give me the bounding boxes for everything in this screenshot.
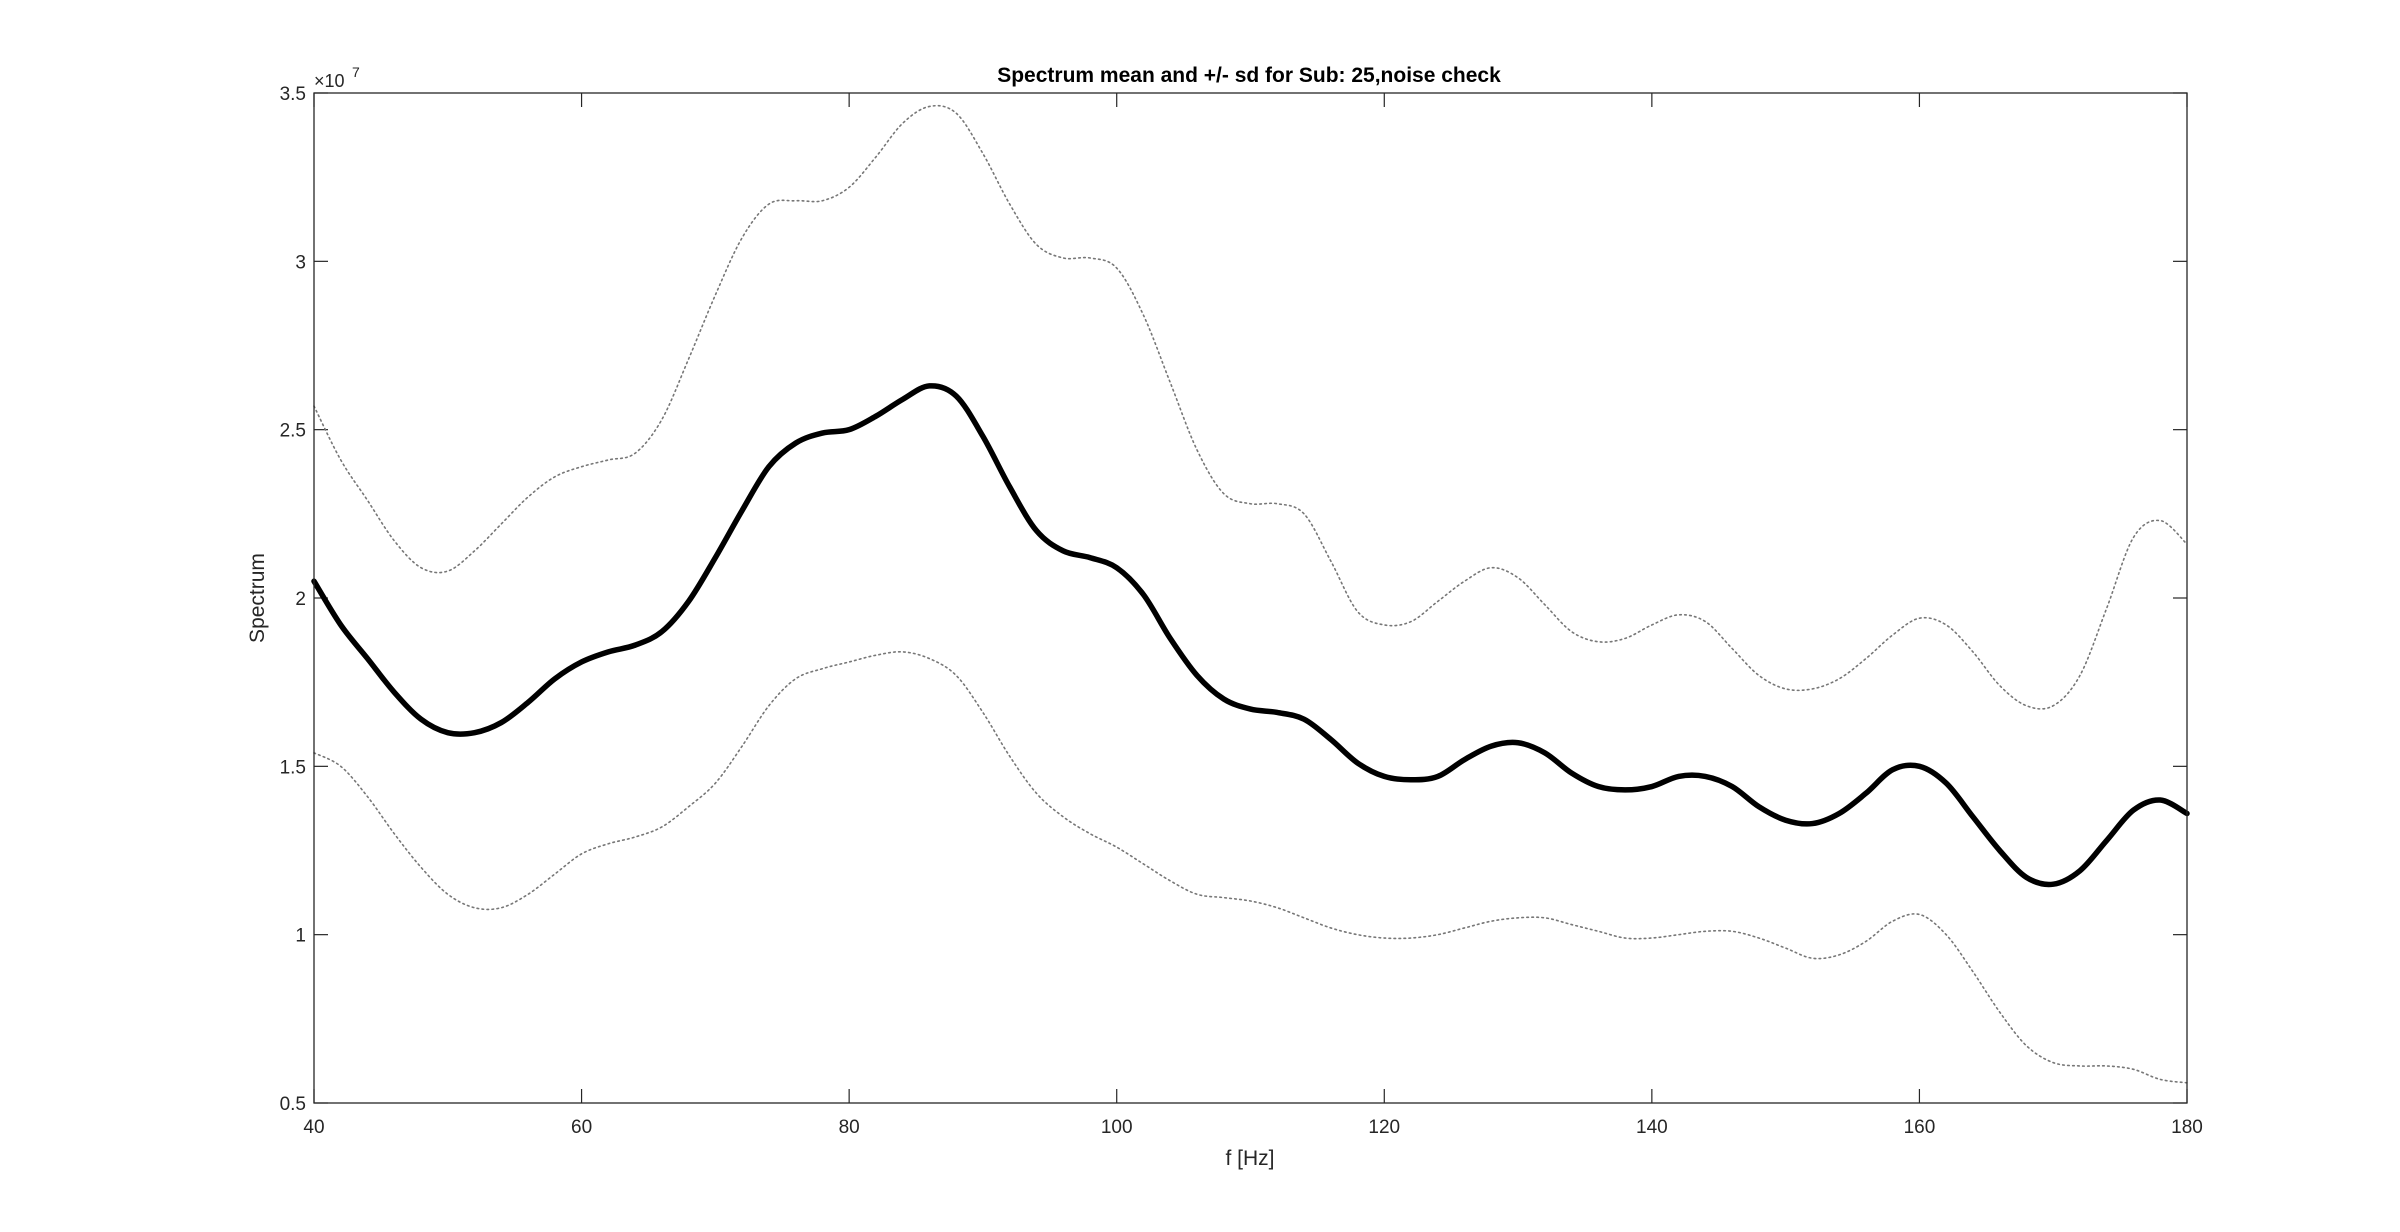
x-tick-label: 160 — [1904, 1117, 1936, 1138]
x-tick-label: 180 — [2171, 1117, 2203, 1138]
y-exponent-base: ×10 — [314, 71, 345, 91]
x-tick-label: 80 — [839, 1117, 860, 1138]
series-lower-sd-line — [313, 650, 2188, 1084]
y-tick-label: 1 — [295, 926, 306, 947]
chart-title: Spectrum mean and +/- sd for Sub: 25,noi… — [997, 64, 1501, 87]
y-exponent-power: 7 — [352, 64, 360, 80]
y-tick-label: 1.5 — [280, 757, 306, 778]
x-axis-label: f [Hz] — [1225, 1147, 1274, 1170]
series-mean-line — [311, 383, 2190, 888]
series-upper-sd-line — [313, 104, 2188, 710]
y-tick-label: 2.5 — [280, 421, 306, 442]
y-tick-label: 3 — [295, 252, 306, 273]
data-series — [311, 104, 2190, 1084]
y-tick-label: 0.5 — [280, 1094, 306, 1115]
y-tick-label: 2 — [295, 589, 306, 610]
x-tick-label: 40 — [303, 1117, 324, 1138]
y-axis-label: Spectrum — [246, 553, 269, 643]
axis-ticks: 40 60 80 100 120 140 160 180 0.5 1 1.5 2 2.5 3 3.5 — [280, 84, 2203, 1138]
plot-frame — [313, 92, 2188, 1104]
x-tick-label: 100 — [1101, 1117, 1133, 1138]
y-tick-label: 3.5 — [280, 84, 306, 105]
plot-area — [314, 93, 2187, 1103]
x-tick-label: 60 — [571, 1117, 592, 1138]
x-tick-label: 140 — [1636, 1117, 1668, 1138]
x-tick-label: 120 — [1368, 1117, 1400, 1138]
